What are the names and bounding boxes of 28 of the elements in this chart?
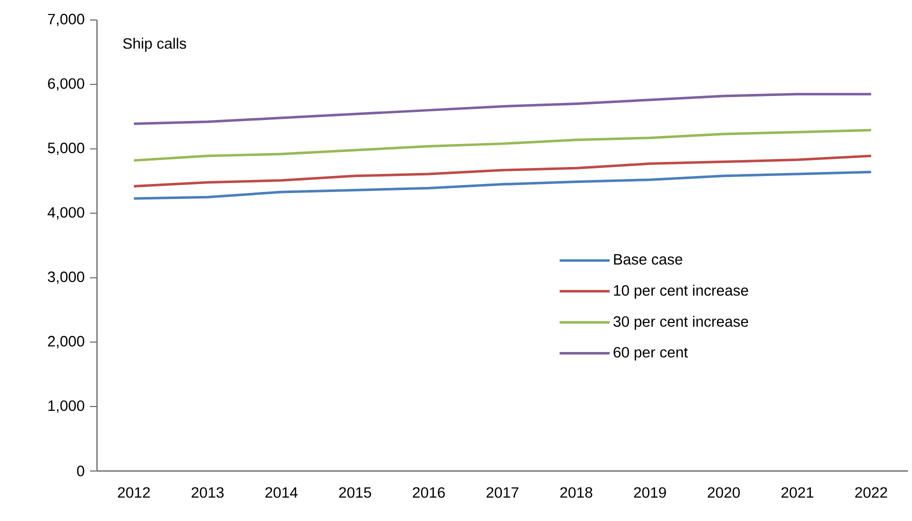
x-tick-label: 2021 [781,487,814,498]
x-tick-label: 2022 [855,487,888,498]
line-series [132,154,872,188]
x-tick-label: 2018 [560,487,592,498]
y-tick-label: 7,000 [48,14,84,26]
legend-label: 60 per cent [614,346,688,361]
x-tick-label: 2016 [412,487,445,498]
legend-label: Base case [614,254,682,265]
x-tick-label: 2019 [634,487,666,498]
y-tick-label: 0 [77,466,84,476]
y-axis-title: Ship calls [123,38,186,52]
line-series [132,170,872,200]
y-tick-label: 5,000 [48,142,84,156]
legend-label: 10 per cent increase [614,284,748,299]
line-series [132,128,872,162]
x-tick-label: 2013 [192,487,224,498]
y-tick-label: 1,000 [48,400,84,413]
y-tick-label: 2,000 [48,336,84,348]
x-tick-label: 2017 [486,487,518,498]
x-tick-label: 2015 [339,487,372,498]
y-tick-label: 4,000 [48,207,84,220]
y-tick-label: 3,000 [48,272,84,284]
legend-label: 30 per cent increase [613,316,748,330]
x-tick-label: 2020 [708,487,740,498]
x-tick-label: 2014 [265,487,298,498]
line-series [132,92,872,125]
y-tick-label: 6,000 [48,78,84,91]
x-tick-label: 2012 [118,487,150,498]
